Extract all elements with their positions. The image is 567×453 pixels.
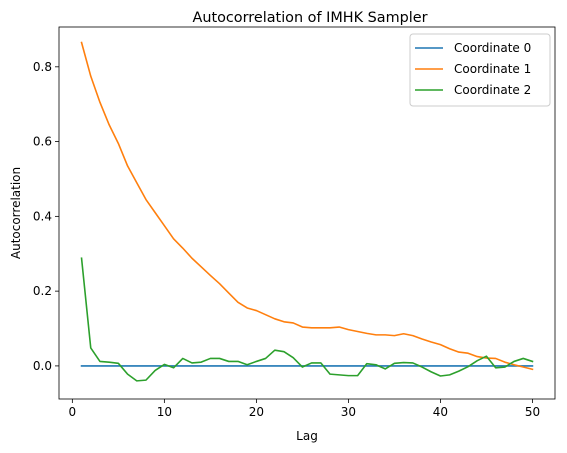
legend-label: Coordinate 2 (454, 83, 531, 97)
x-axis-label: Lag (296, 429, 318, 443)
y-axis: 0.0 0.2 0.4 0.6 0.8 (33, 60, 59, 373)
x-axis: 0 10 20 30 40 50 (69, 399, 540, 419)
y-tick-label: 0.4 (33, 209, 52, 223)
x-tick-label: 50 (525, 405, 540, 419)
plot-frame (58, 26, 556, 400)
x-tick-label: 30 (341, 405, 356, 419)
x-tick-label: 40 (433, 405, 448, 419)
y-axis-label: Autocorrelation (9, 167, 23, 259)
legend-label: Coordinate 1 (454, 62, 531, 76)
y-tick-label: 0.2 (33, 284, 52, 298)
y-tick-label: 0.6 (33, 135, 52, 149)
x-tick-label: 20 (249, 405, 264, 419)
series-line-coordinate-2 (80, 257, 534, 382)
series-layer (80, 41, 534, 382)
chart-title: Autocorrelation of IMHK Sampler (192, 10, 427, 26)
legend-label: Coordinate 0 (454, 41, 531, 55)
x-tick-label: 10 (157, 405, 172, 419)
series-line-coordinate-1 (80, 41, 534, 371)
x-tick-label: 0 (69, 405, 77, 419)
y-tick-label: 0.0 (33, 359, 52, 373)
legend-box (409, 33, 551, 107)
legend: Coordinate 0 Coordinate 1 Coordinate 2 (409, 33, 551, 107)
y-tick-label: 0.8 (33, 60, 52, 74)
